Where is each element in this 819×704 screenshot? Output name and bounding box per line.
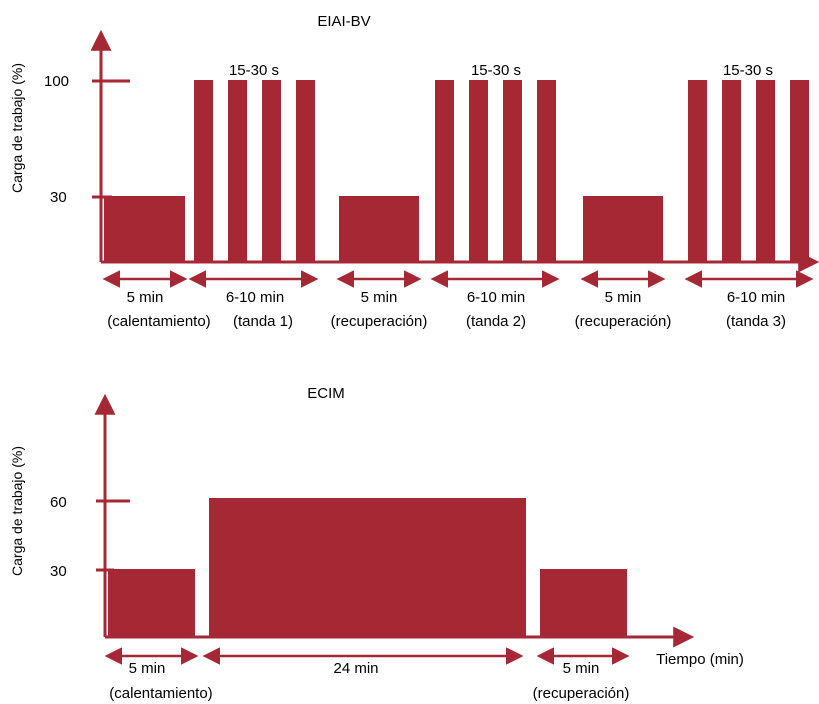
top-tick-label-30: 30 xyxy=(50,189,67,206)
top-bout3-bar-1 xyxy=(688,80,707,262)
top-recovery-block-1 xyxy=(339,196,419,262)
top-phase-4-duration: 6-10 min xyxy=(467,289,525,306)
top-phase-6-duration: 6-10 min xyxy=(727,289,785,306)
top-phase-5-duration: 5 min xyxy=(605,289,642,306)
top-bout1-bar-4 xyxy=(296,80,315,262)
top-phase-6-note: (tanda 3) xyxy=(726,313,786,330)
top-bout2-bar-3 xyxy=(503,80,522,262)
top-bout2-bar-4 xyxy=(537,80,556,262)
top-burst-label-1: 15-30 s xyxy=(229,62,279,79)
top-bout2-bar-2 xyxy=(469,80,488,262)
top-phase-1-note: (calentamiento) xyxy=(107,313,210,330)
top-warmup-block xyxy=(104,196,185,262)
top-bout3-bar-4 xyxy=(790,80,809,262)
top-phase-1-duration: 5 min xyxy=(127,289,164,306)
bottom-tick-label-60: 60 xyxy=(50,494,67,511)
top-bout1-bar-2 xyxy=(228,80,247,262)
bottom-warmup-block xyxy=(108,569,195,637)
bottom-phase-1-note: (calentamiento) xyxy=(109,685,212,702)
bottom-x-axis-label: Tiempo (min) xyxy=(656,651,744,668)
top-bout1-bar-3 xyxy=(262,80,281,262)
bottom-chart: ECIM Carga de trabajo (%) 60 30 5 min (c… xyxy=(9,385,744,702)
bottom-continuous-block xyxy=(209,498,526,637)
top-phase-3-note: (recuperación) xyxy=(331,313,428,330)
top-bout2-bar-1 xyxy=(435,80,454,262)
top-bout1-bar-1 xyxy=(194,80,213,262)
bottom-recovery-block xyxy=(540,569,627,637)
bottom-phase-3-duration: 5 min xyxy=(563,660,600,677)
top-phase-2-duration: 6-10 min xyxy=(226,289,284,306)
top-phase-3-duration: 5 min xyxy=(361,289,398,306)
top-burst-label-2: 15-30 s xyxy=(471,62,521,79)
top-bout3-bar-2 xyxy=(722,80,741,262)
bottom-phase-3-note: (recuperación) xyxy=(533,685,630,702)
bottom-phase-2-duration: 24 min xyxy=(333,660,378,677)
top-tick-label-100: 100 xyxy=(44,73,69,90)
bottom-phase-1-duration: 5 min xyxy=(129,660,166,677)
top-phase-5-note: (recuperación) xyxy=(575,313,672,330)
top-y-axis-label: Carga de trabajo (%) xyxy=(9,63,25,193)
top-burst-label-3: 15-30 s xyxy=(723,62,773,79)
top-phase-4-note: (tanda 2) xyxy=(466,313,526,330)
top-bout3-bar-3 xyxy=(756,80,775,262)
top-chart: EIAI-BV Carga de trabajo (%) 100 30 15-3… xyxy=(9,13,819,330)
bottom-tick-label-30: 30 xyxy=(50,563,67,580)
bottom-chart-title: ECIM xyxy=(307,385,345,402)
bottom-y-axis-label: Carga de trabajo (%) xyxy=(9,446,25,576)
top-chart-title: EIAI-BV xyxy=(317,13,370,30)
top-recovery-block-2 xyxy=(583,196,663,262)
top-phase-2-note: (tanda 1) xyxy=(233,313,293,330)
